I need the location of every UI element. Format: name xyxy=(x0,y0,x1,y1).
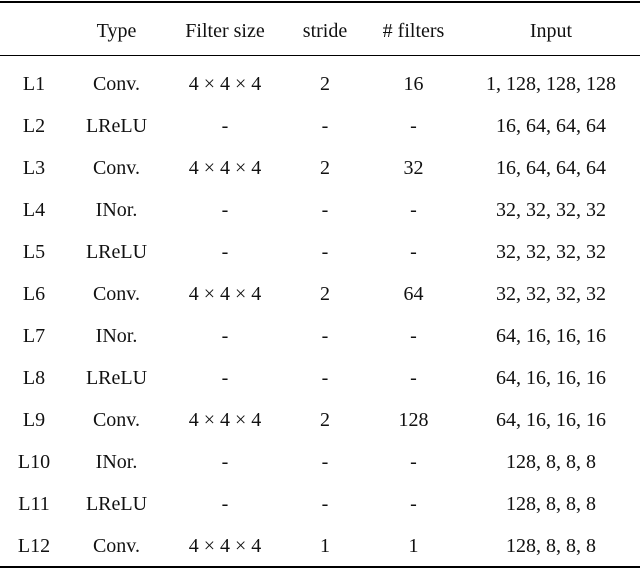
table-cell: - xyxy=(221,451,229,473)
table-cell: - xyxy=(410,367,417,389)
table-cell: - xyxy=(321,241,329,263)
table-cell: - xyxy=(410,199,417,221)
row-label: L9 xyxy=(22,409,46,431)
header-cell: Input xyxy=(529,20,573,42)
top-rule xyxy=(0,1,640,3)
table-cell: 2 xyxy=(320,283,330,305)
table-cell: - xyxy=(321,199,329,221)
table-cell: 16 xyxy=(403,73,424,95)
table-cell: 4 × 4 × 4 xyxy=(188,73,262,95)
row-label: L2 xyxy=(22,115,46,137)
row-label: L1 xyxy=(22,73,46,95)
row-label: L5 xyxy=(22,241,46,263)
table-cell: 4 × 4 × 4 xyxy=(188,409,262,431)
table-cell: - xyxy=(221,325,229,347)
table-cell: Conv. xyxy=(92,157,141,179)
table-cell: 64, 16, 16, 16 xyxy=(496,409,606,431)
table-cell: LReLU xyxy=(85,493,148,515)
table-cell: 32, 32, 32, 32 xyxy=(496,199,606,221)
table-cell: 64, 16, 16, 16 xyxy=(496,325,606,347)
table-cell: 2 xyxy=(320,157,330,179)
row-label: L12 xyxy=(17,535,51,557)
table-cell: LReLU xyxy=(85,241,148,263)
row-label: L10 xyxy=(17,451,51,473)
table-cell: 1 xyxy=(320,535,330,557)
table-cell: - xyxy=(410,325,417,347)
table-cell: 4 × 4 × 4 xyxy=(188,535,262,557)
table-cell: 32, 32, 32, 32 xyxy=(496,241,606,263)
row-label: L6 xyxy=(22,283,46,305)
header-rule xyxy=(0,55,640,56)
table-cell: - xyxy=(321,367,329,389)
table-cell: Conv. xyxy=(92,283,141,305)
row-label: L3 xyxy=(22,157,46,179)
table-cell: - xyxy=(221,367,229,389)
table-cell: LReLU xyxy=(85,115,148,137)
row-label: L8 xyxy=(22,367,46,389)
table-cell: - xyxy=(410,493,417,515)
table-cell: - xyxy=(321,325,329,347)
header-cell: # filters xyxy=(382,20,445,42)
table-cell: Conv. xyxy=(92,73,141,95)
bottom-rule xyxy=(0,566,640,568)
table-cell: - xyxy=(221,493,229,515)
table-cell: 128, 8, 8, 8 xyxy=(506,535,596,557)
table-cell: Conv. xyxy=(92,409,141,431)
table-cell: LReLU xyxy=(85,367,148,389)
table-cell: 2 xyxy=(320,73,330,95)
table-cell: - xyxy=(221,199,229,221)
row-label: L4 xyxy=(22,199,46,221)
table-cell: 2 xyxy=(320,409,330,431)
header-cell: Type xyxy=(96,20,137,42)
table-cell: 16, 64, 64, 64 xyxy=(496,115,606,137)
table-cell: - xyxy=(321,115,329,137)
header-cell: Filter size xyxy=(185,20,265,42)
header-cell: stride xyxy=(302,20,348,42)
row-label: L11 xyxy=(18,493,50,515)
table-cell: INor. xyxy=(95,325,138,347)
table-cell: INor. xyxy=(95,199,138,221)
table-cell: 16, 64, 64, 64 xyxy=(496,157,606,179)
table-cell: - xyxy=(321,493,329,515)
table-cell: 1, 128, 128, 128 xyxy=(486,73,616,95)
table-cell: 4 × 4 × 4 xyxy=(188,157,262,179)
table-cell: - xyxy=(410,451,417,473)
row-label: L7 xyxy=(22,325,46,347)
table-cell: 128, 8, 8, 8 xyxy=(506,451,596,473)
table-cell: - xyxy=(321,451,329,473)
table-cell: 1 xyxy=(408,535,419,557)
table-cell: - xyxy=(410,241,417,263)
table-cell: 32, 32, 32, 32 xyxy=(496,283,606,305)
table-cell: Conv. xyxy=(92,535,141,557)
table-cell: - xyxy=(410,115,417,137)
table-cell: 128, 8, 8, 8 xyxy=(506,493,596,515)
table-cell: 4 × 4 × 4 xyxy=(188,283,262,305)
table-cell: 128 xyxy=(398,409,429,431)
table-cell: 64 xyxy=(403,283,424,305)
table-cell: 32 xyxy=(403,157,424,179)
table-cell: INor. xyxy=(95,451,138,473)
table-cell: - xyxy=(221,115,229,137)
table-cell: 64, 16, 16, 16 xyxy=(496,367,606,389)
table-cell: - xyxy=(221,241,229,263)
